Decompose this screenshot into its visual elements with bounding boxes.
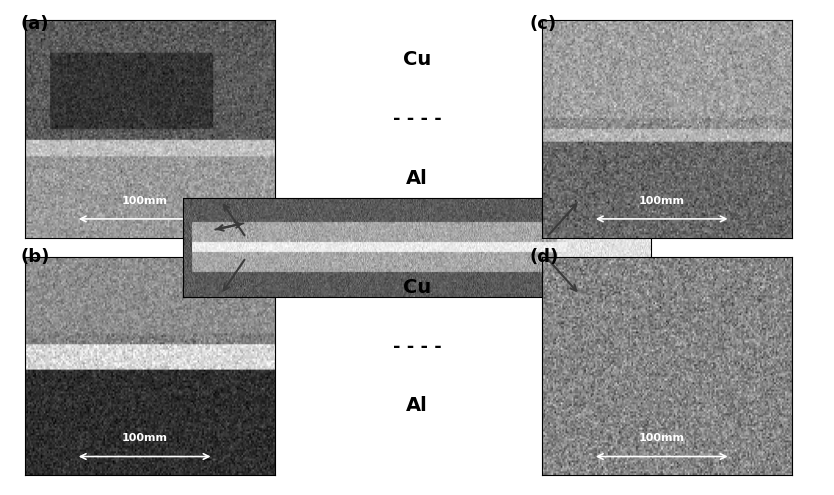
Text: - - - -: - - - - xyxy=(393,110,441,128)
Text: (c): (c) xyxy=(530,15,557,33)
Text: 100mm: 100mm xyxy=(122,434,168,444)
Text: (d): (d) xyxy=(530,248,559,265)
Text: 100mm: 100mm xyxy=(122,196,168,206)
Text: Al: Al xyxy=(406,169,428,188)
Text: 100mm: 100mm xyxy=(639,434,685,444)
Text: Al: Al xyxy=(406,396,428,415)
Text: Cu: Cu xyxy=(403,278,431,297)
Text: (b): (b) xyxy=(21,248,50,265)
Text: - - - -: - - - - xyxy=(393,338,441,355)
Text: (a): (a) xyxy=(21,15,49,33)
Text: 100mm: 100mm xyxy=(639,196,685,206)
Text: Cu: Cu xyxy=(403,50,431,69)
